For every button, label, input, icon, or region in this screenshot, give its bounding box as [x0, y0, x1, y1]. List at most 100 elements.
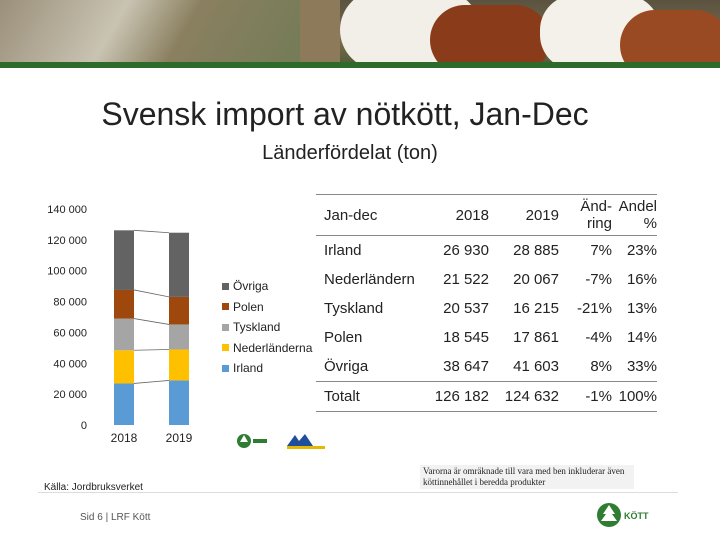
slide-subtitle: Länderfördelat (ton) — [262, 142, 438, 164]
footer-divider — [38, 492, 678, 493]
bar-segment — [169, 349, 189, 381]
table-cell: 124 632 — [489, 381, 559, 412]
bar-segment — [114, 318, 134, 351]
table-row: Tyskland 20 537 16 215 -21% 13% — [316, 294, 657, 323]
table-cell: Nederländern — [324, 271, 415, 288]
table-cell: 20 537 — [443, 300, 489, 317]
legend-item: Polen — [222, 297, 312, 318]
legend-swatch — [222, 344, 229, 352]
series-connector-line — [133, 229, 170, 234]
source-note: Källa: Jordbruksverket — [44, 482, 143, 493]
bar-segment — [114, 230, 134, 290]
table-cell: 23% — [626, 242, 657, 259]
table-header-row: Jan-dec 2018 2019 Änd-ring Andel % — [316, 194, 657, 236]
y-tick-label: 0 — [81, 420, 87, 432]
table-cell: 20 067 — [513, 271, 559, 288]
table-cell: 7% — [590, 242, 612, 259]
legend-item: Övriga — [222, 276, 312, 297]
conversion-note: Varorna är omräknade till vara med ben i… — [420, 465, 634, 489]
table-cell: 8% — [590, 358, 612, 375]
table-header-cell: Andel % — [612, 194, 657, 236]
table-cell: Tyskland — [324, 300, 384, 317]
table-cell: 17 861 — [513, 329, 559, 346]
y-tick-label: 80 000 — [53, 297, 87, 309]
legend-swatch — [222, 323, 229, 331]
table-cell: 33% — [626, 358, 657, 375]
legend-label: Tyskland — [233, 320, 281, 335]
legend-swatch — [222, 282, 229, 290]
bar-segment — [114, 289, 134, 319]
legend-swatch — [222, 364, 229, 372]
banner-grass — [0, 0, 330, 68]
x-tick-label: 2019 — [166, 431, 193, 445]
page-number: Sid 6 | LRF Kött — [80, 512, 151, 523]
table-cell: 14% — [626, 329, 657, 346]
kott-logo-text: KÖTT — [624, 511, 649, 521]
table-cell: 28 885 — [513, 242, 559, 259]
table-cell: 26 930 — [443, 242, 489, 259]
table-cell: Övriga — [324, 358, 369, 375]
table-header-cell: 2018 — [431, 194, 489, 236]
series-connector-line — [133, 289, 170, 298]
table-cell: 100% — [612, 381, 657, 412]
legend-label: Nederländerna — [233, 340, 313, 355]
table-total-row: Totalt 126 182 124 632 -1% 100% — [316, 381, 657, 412]
legend-label: Irland — [233, 361, 264, 376]
table-row: Polen 18 545 17 861 -4% 14% — [316, 323, 657, 352]
bar-segment — [114, 350, 134, 384]
table-cell: Irland — [324, 242, 362, 259]
table-cell: -1% — [559, 381, 612, 412]
table-cell: Polen — [324, 329, 363, 346]
y-tick-label: 100 000 — [47, 266, 87, 278]
banner-cow — [430, 5, 550, 68]
table-cell: Totalt — [316, 381, 431, 412]
table-cell: -7% — [585, 271, 612, 288]
banner-cow — [620, 10, 720, 68]
table-cell: 18 545 — [443, 329, 489, 346]
header-photo-banner — [0, 0, 720, 68]
bar-segment — [169, 324, 189, 350]
y-tick-label: 120 000 — [47, 235, 87, 247]
table-cell: -21% — [576, 300, 612, 317]
table-cell: 21 522 — [443, 271, 489, 288]
table-row: Övriga 38 647 41 603 8% 33% — [316, 352, 657, 382]
legend-item: Nederländerna — [222, 338, 312, 359]
y-tick-label: 20 000 — [53, 389, 87, 401]
legend-label: Polen — [233, 299, 264, 314]
series-connector-line — [133, 380, 170, 384]
import-table: Jan-dec 2018 2019 Änd-ring Andel % Irlan… — [316, 194, 657, 412]
table-cell: 126 182 — [431, 381, 489, 412]
table-header-cell: Änd-ring — [559, 194, 612, 236]
banner-fence — [300, 0, 340, 68]
legend-item: Tyskland — [222, 317, 312, 338]
bar-segment — [169, 232, 189, 297]
y-tick-label: 40 000 — [53, 358, 87, 370]
table-cell: 13% — [626, 300, 657, 317]
table-cell: -4% — [585, 329, 612, 346]
series-connector-line — [133, 318, 170, 325]
chart-legend: Övriga Polen Tyskland Nederländerna Irland — [222, 276, 312, 379]
lrf-kott-logo-icon — [237, 434, 267, 448]
stacked-bar-chart: 0 20 000 40 000 60 000 80 000 100 000 120 000 1… — [47, 204, 193, 445]
legend-swatch — [222, 303, 229, 311]
y-tick-label: 60 000 — [53, 327, 87, 339]
bar-segment — [114, 383, 134, 425]
kott-logo-icon: KÖTT — [597, 503, 649, 527]
table-cell: 16% — [626, 271, 657, 288]
bar-segment — [169, 296, 189, 325]
table-cell: 16 215 — [513, 300, 559, 317]
table-cell: 38 647 — [443, 358, 489, 375]
legend-label: Övriga — [233, 279, 269, 294]
y-tick-label: 140 000 — [47, 204, 87, 216]
table-header-cell: 2019 — [489, 194, 559, 236]
table-row: Irland 26 930 28 885 7% 23% — [316, 236, 657, 266]
legend-item: Irland — [222, 358, 312, 379]
slide-title: Svensk import av nötkött, Jan-Dec — [101, 96, 589, 132]
table-header-cell: Jan-dec — [316, 194, 431, 236]
table-cell: 41 603 — [513, 358, 559, 375]
series-connector-line — [133, 349, 170, 351]
partner-logo-icon — [287, 434, 325, 449]
x-tick-label: 2018 — [111, 431, 138, 445]
table-row: Nederländern 21 522 20 067 -7% 16% — [316, 265, 657, 294]
banner-edge — [0, 62, 720, 68]
